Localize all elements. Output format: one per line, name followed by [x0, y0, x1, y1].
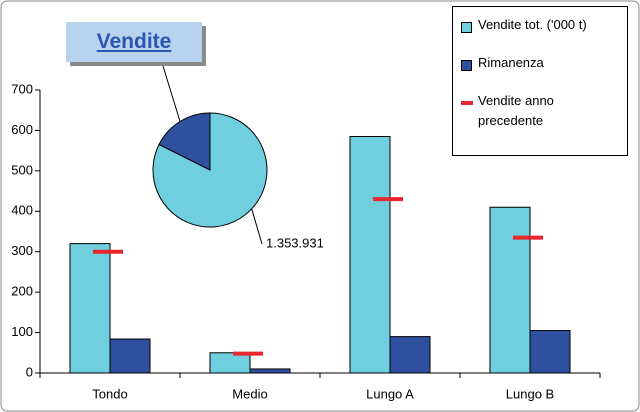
pie-label: 1.353.931 [266, 235, 324, 250]
x-tick-label: Medio [232, 386, 267, 401]
pie-slice [158, 112, 211, 171]
legend-item: Rimanenza [461, 55, 638, 73]
legend-label: Rimanenza [478, 55, 544, 70]
bar [69, 243, 111, 374]
bar [249, 368, 291, 374]
leader-line [251, 208, 263, 245]
y-tick-label: 600 [11, 122, 33, 137]
x-tick-label: Lungo B [506, 386, 554, 401]
legend-swatch [461, 60, 472, 71]
y-tick-label: 0 [26, 364, 33, 379]
legend-label: Vendite anno precedente [478, 93, 554, 128]
legend-swatch [461, 22, 472, 33]
y-tick-label: 200 [11, 284, 33, 299]
y-tick-label: 300 [11, 243, 33, 258]
bar [349, 135, 391, 374]
bar [209, 352, 251, 374]
y-tick-label: 500 [11, 162, 33, 177]
y-tick-label: 700 [11, 81, 33, 96]
legend-label: Vendite tot. ('000 t) [478, 17, 587, 32]
legend-item: Vendite tot. ('000 t) [461, 17, 638, 35]
pie-slice [152, 112, 268, 228]
bar [109, 338, 151, 374]
y-tick-label: 400 [11, 203, 33, 218]
bar [389, 336, 431, 374]
leader-line [162, 65, 181, 122]
legend: Vendite tot. ('000 t) Rimanenza Vendite an… [452, 6, 628, 156]
bar [529, 330, 571, 374]
chart-title: Vendite [66, 22, 202, 62]
legend-dash [461, 101, 473, 105]
bar [489, 206, 531, 374]
y-tick-label: 100 [11, 324, 33, 339]
x-tick-label: Lungo A [366, 386, 414, 401]
x-tick-label: Tondo [92, 386, 127, 401]
legend-item: Vendite anno precedente [461, 93, 578, 131]
